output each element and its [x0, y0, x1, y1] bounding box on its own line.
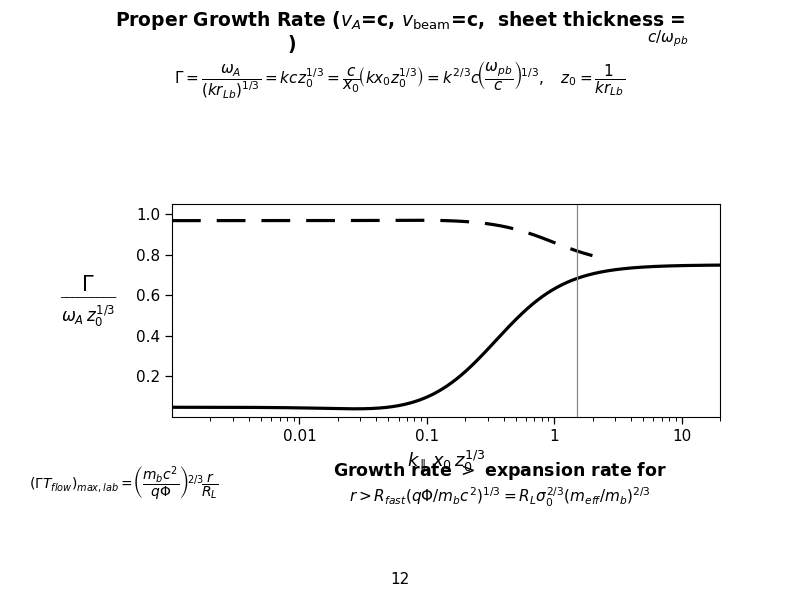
Text: ): )	[288, 35, 296, 54]
Text: $\omega_A\,z_0^{1/3}$: $\omega_A\,z_0^{1/3}$	[61, 304, 115, 329]
Text: 12: 12	[390, 572, 410, 587]
Text: $k_{\parallel}\,x_0\,z_0^{1/3}$: $k_{\parallel}\,x_0\,z_0^{1/3}$	[406, 449, 486, 475]
Text: ─────────: ─────────	[60, 293, 116, 303]
Text: $\Gamma = \dfrac{\omega_A}{(kr_{Lb})^{1/3}} = kcz_0^{1/3} = \dfrac{c}{x_0}\!\lef: $\Gamma = \dfrac{\omega_A}{(kr_{Lb})^{1/…	[174, 60, 626, 101]
Text: $r > R_{fast}(q\Phi/m_b c^2)^{1/3} = R_L\sigma_0^{2/3}(m_{eff}/m_b)^{2/3}$: $r > R_{fast}(q\Phi/m_b c^2)^{1/3} = R_L…	[349, 485, 651, 509]
Text: Proper Growth Rate ($v_A$=c, $v_{\rm beam}$=c,  sheet thickness =: Proper Growth Rate ($v_A$=c, $v_{\rm bea…	[114, 9, 686, 32]
Text: Growth rate $>$ expansion rate for: Growth rate $>$ expansion rate for	[333, 460, 667, 482]
Text: $\Gamma$: $\Gamma$	[82, 275, 94, 295]
Text: $c/\omega_{pb}$: $c/\omega_{pb}$	[647, 29, 689, 49]
Text: $(\Gamma T_{flow})_{max,lab} = \!\left(\dfrac{m_b c^2}{q\Phi}\right)^{\!2/3}\!\d: $(\Gamma T_{flow})_{max,lab} = \!\left(\…	[30, 464, 218, 502]
